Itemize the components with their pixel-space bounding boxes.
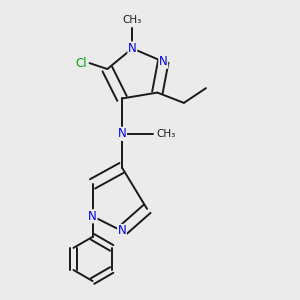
- Text: N: N: [159, 55, 168, 68]
- Text: CH₃: CH₃: [123, 15, 142, 25]
- Text: CH₃: CH₃: [157, 129, 176, 139]
- Text: N: N: [118, 224, 126, 238]
- Text: Cl: Cl: [75, 57, 87, 70]
- Text: N: N: [128, 42, 137, 55]
- Text: N: N: [88, 210, 97, 223]
- Text: N: N: [118, 127, 126, 140]
